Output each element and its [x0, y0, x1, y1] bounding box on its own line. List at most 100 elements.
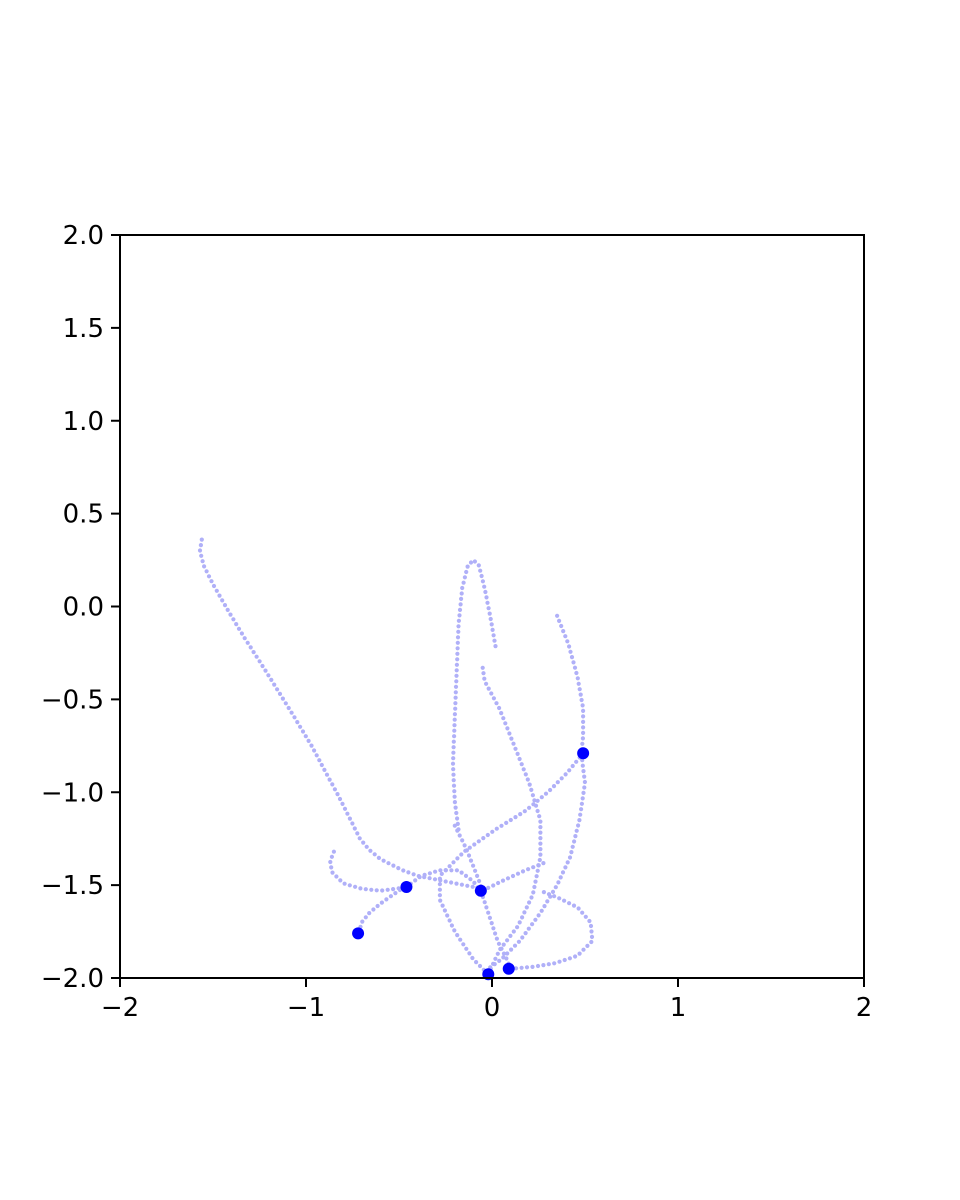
trail-point	[526, 926, 531, 931]
y-tick-label: −0.5	[41, 685, 104, 715]
trail-point	[480, 665, 485, 670]
trail-point	[589, 939, 594, 945]
trail-point	[530, 922, 535, 927]
trail-point	[532, 798, 537, 803]
trail-point	[460, 838, 465, 843]
trail-point	[472, 880, 477, 886]
trail-point	[577, 818, 582, 823]
trail-point	[462, 843, 467, 848]
trail-point	[480, 579, 485, 584]
trail-point	[558, 875, 563, 880]
trail-point	[199, 537, 204, 542]
trail-point	[231, 617, 236, 622]
trail-point	[465, 883, 470, 888]
trail-point	[581, 708, 586, 714]
trail-point	[574, 670, 579, 676]
trail-point	[498, 946, 503, 952]
trail-point	[361, 840, 366, 845]
trail-point	[353, 884, 358, 889]
trail-point	[375, 903, 380, 909]
trail-point	[324, 772, 330, 777]
trail-point	[437, 887, 442, 892]
trail-point	[199, 553, 204, 558]
trail-point	[557, 896, 562, 901]
trail-point	[538, 825, 543, 830]
trail-point	[477, 878, 482, 884]
trail-point	[350, 821, 355, 826]
trail-point	[449, 868, 454, 873]
trail-point	[560, 870, 566, 875]
trail-point	[251, 650, 256, 655]
trail-point	[437, 876, 442, 881]
trail-point	[543, 791, 549, 796]
trail-point	[464, 848, 469, 853]
trail-point	[452, 723, 457, 728]
trail-point	[557, 959, 562, 964]
trail-point	[522, 809, 527, 814]
trail-point	[391, 887, 396, 892]
trail-point	[563, 772, 568, 777]
trail-point	[581, 947, 586, 952]
trail-point	[345, 811, 350, 816]
trail-point	[371, 907, 376, 912]
trail-point	[484, 595, 489, 600]
trail-point	[574, 759, 579, 764]
trail-point	[491, 633, 496, 638]
trail-point	[458, 602, 463, 607]
trail-point	[573, 834, 578, 839]
trail-point	[360, 919, 365, 924]
trail-point	[380, 888, 385, 893]
trail-point	[347, 816, 352, 821]
trail-point	[358, 886, 363, 891]
trail-point	[518, 812, 523, 817]
trail-point	[202, 564, 207, 569]
trail-point	[482, 900, 487, 905]
trail-point	[332, 787, 337, 792]
trail-point	[496, 880, 501, 886]
trail-point	[455, 651, 460, 656]
trail-point	[515, 751, 520, 757]
trail-point	[319, 762, 324, 768]
x-tick-label: 1	[670, 993, 687, 1023]
trail-point	[538, 841, 543, 846]
trail-point	[449, 923, 454, 928]
trail-point	[520, 915, 525, 920]
trail-point	[309, 743, 314, 748]
trail-point	[222, 603, 228, 608]
trail-point	[522, 910, 527, 915]
trail-point	[330, 782, 335, 787]
trail-point	[536, 913, 541, 918]
trail-point	[396, 866, 401, 871]
trail-point	[490, 627, 495, 633]
trail-point	[280, 696, 285, 701]
trail-point	[507, 731, 512, 736]
trail-point	[486, 606, 491, 611]
trail-point	[565, 639, 570, 644]
trail-point	[471, 863, 476, 868]
trail-point	[455, 933, 460, 938]
trail-point	[376, 855, 381, 861]
trail-point	[460, 585, 465, 591]
trail-point	[578, 812, 583, 817]
trail-point	[585, 943, 590, 949]
trail-point	[488, 616, 493, 622]
trail-point	[499, 823, 504, 828]
trail-point	[484, 681, 489, 686]
trail-point	[493, 956, 498, 961]
trail-point	[476, 839, 481, 844]
trail-point	[524, 905, 529, 910]
trail-point	[292, 715, 297, 720]
trail-point	[505, 951, 510, 956]
trail-point	[577, 687, 582, 692]
trail-point	[300, 729, 306, 734]
trail-point	[486, 885, 491, 891]
trail-point	[509, 736, 514, 741]
trail-point	[546, 962, 551, 967]
trail-point	[537, 857, 542, 863]
trail-point	[505, 938, 510, 943]
trail-point	[581, 769, 586, 774]
trail-point	[501, 716, 506, 721]
trail-point	[527, 782, 532, 787]
trail-point	[217, 593, 222, 598]
trail-point	[453, 706, 458, 711]
